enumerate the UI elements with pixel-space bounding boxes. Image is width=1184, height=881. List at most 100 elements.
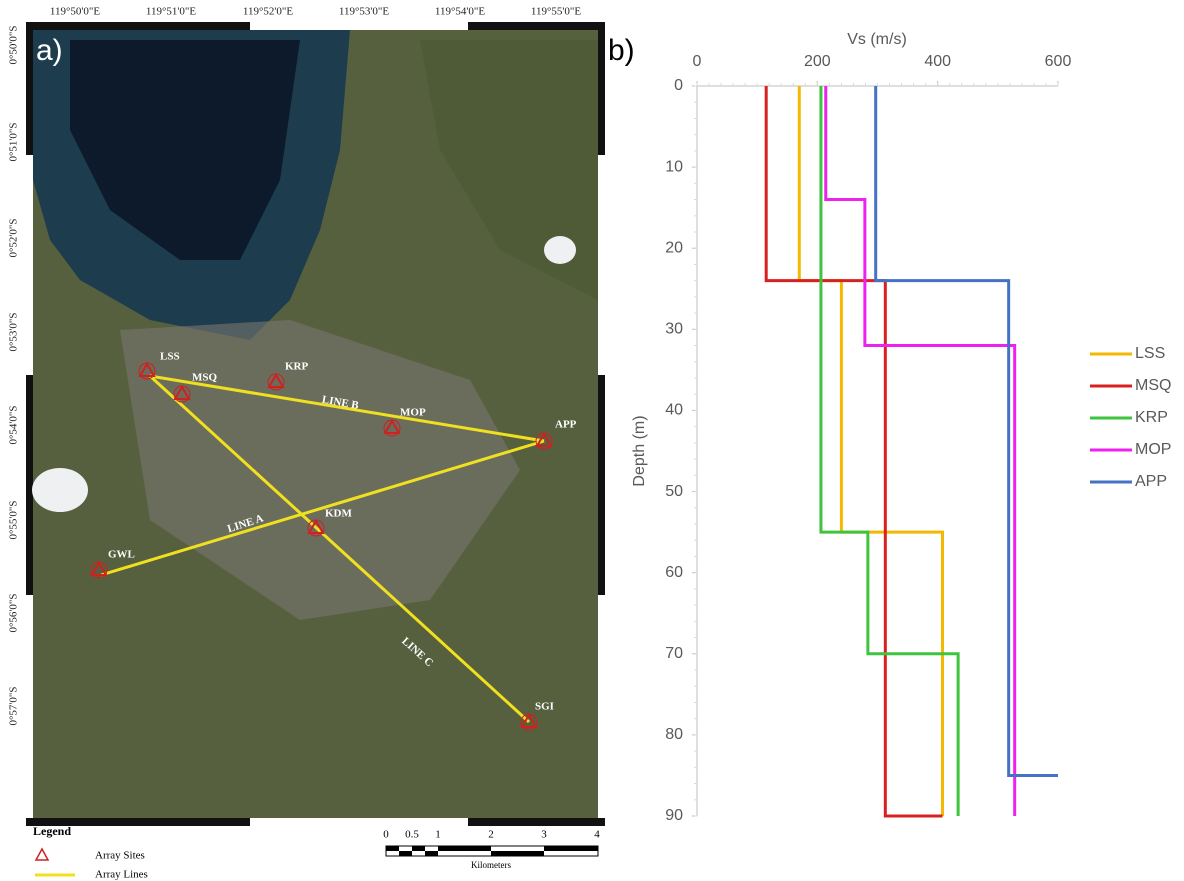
cloud xyxy=(544,236,576,264)
scale-unit: Kilometers xyxy=(471,860,511,870)
panel-label: b) xyxy=(608,34,635,67)
x-tick-label: 400 xyxy=(924,53,951,70)
legend-label: KRP xyxy=(1135,409,1168,426)
lat-label: 0°55'0"S xyxy=(8,501,20,540)
site-marker-ring xyxy=(90,561,108,579)
lat-label: 0°57'0"S xyxy=(8,687,20,726)
y-tick-label: 10 xyxy=(665,158,683,175)
scale-label: 2 xyxy=(488,829,494,841)
site-marker xyxy=(535,432,553,447)
profile-line xyxy=(824,86,1017,816)
scale-segment xyxy=(386,846,399,851)
legend-title: Legend xyxy=(33,824,71,838)
y-tick-label: 40 xyxy=(665,402,683,419)
lon-label: 119°54'0"E xyxy=(435,6,485,18)
lon-label: 119°53'0"E xyxy=(339,6,389,18)
scale-label: 1 xyxy=(435,829,441,841)
x-tick-label: 0 xyxy=(693,53,702,70)
x-axis-title: Vs (m/s) xyxy=(847,31,907,48)
site-label: LSS xyxy=(160,351,180,363)
panel-label: a) xyxy=(36,34,63,67)
urban-area xyxy=(120,320,520,620)
scale-segment xyxy=(412,846,425,851)
lat-label: 0°51'0"S xyxy=(8,123,20,162)
site-label: KDM xyxy=(325,508,353,520)
y-tick-label: 90 xyxy=(665,807,683,824)
site-marker xyxy=(138,362,156,377)
y-tick-label: 0 xyxy=(674,77,683,94)
site-marker xyxy=(173,385,191,400)
y-tick-label: 20 xyxy=(665,239,683,256)
site-marker xyxy=(90,561,108,576)
y-tick-label: 60 xyxy=(665,564,683,581)
site-label: SGI xyxy=(535,701,554,713)
legend-label: APP xyxy=(1135,473,1167,490)
array-lines xyxy=(100,374,545,724)
scale-segment xyxy=(438,846,491,851)
site-label: GWL xyxy=(108,549,135,561)
y-tick-label: 70 xyxy=(665,645,683,662)
site-marker xyxy=(307,519,325,534)
site-marker xyxy=(383,419,401,434)
scale-label: 0.5 xyxy=(405,829,419,841)
site-label: MSQ xyxy=(192,372,218,384)
lat-label: 0°56'0"S xyxy=(8,594,20,633)
scale-segment xyxy=(399,851,412,856)
profile-line xyxy=(819,86,960,816)
y-tick-label: 80 xyxy=(665,726,683,743)
lat-label: 0°52'0"S xyxy=(8,219,20,258)
legend-item: Array Sites xyxy=(95,850,145,862)
scale-label: 4 xyxy=(594,829,600,841)
legend-label: MOP xyxy=(1135,441,1171,458)
map: LINE A LINE B LINE C a) Legend Array Sit… xyxy=(26,22,605,881)
y-tick-label: 50 xyxy=(665,483,683,500)
array-line xyxy=(100,439,545,577)
y-tick-label: 30 xyxy=(665,321,683,338)
profile-line xyxy=(874,86,1058,777)
lon-label: 119°55'0"E xyxy=(531,6,581,18)
lat-label: 0°54'0"S xyxy=(8,406,20,445)
deep-water xyxy=(70,40,300,260)
hills xyxy=(420,40,598,300)
legend-label: MSQ xyxy=(1135,377,1171,394)
legend-site-icon xyxy=(34,847,50,861)
site-marker xyxy=(267,373,285,388)
y-axis-title: Depth (m) xyxy=(631,415,648,486)
scale-segment xyxy=(544,846,598,851)
frame-segment xyxy=(598,595,605,818)
x-tick-label: 200 xyxy=(804,53,831,70)
site-marker-ring xyxy=(520,713,538,731)
x-tick-label: 600 xyxy=(1045,53,1072,70)
lon-label: 119°50'0"E xyxy=(50,6,100,18)
array-line xyxy=(148,374,531,724)
site-marker xyxy=(520,713,538,728)
site-marker-ring xyxy=(267,373,285,391)
frame-segment xyxy=(250,818,468,826)
lon-label: 119°51'0"E xyxy=(146,6,196,18)
site-marker-ring xyxy=(307,519,325,537)
legend-item: Array Lines xyxy=(95,869,148,881)
site-label: MOP xyxy=(400,407,426,419)
frame-segment xyxy=(250,22,468,30)
site-marker-ring xyxy=(383,419,401,437)
legend-label: LSS xyxy=(1135,345,1165,362)
lat-label: 0°53'0"S xyxy=(8,313,20,352)
frame-segment xyxy=(26,155,33,375)
site-label: APP xyxy=(555,419,577,431)
cloud xyxy=(32,468,88,512)
site-marker-ring xyxy=(138,362,156,380)
scale-label: 3 xyxy=(541,829,547,841)
profile-line xyxy=(764,86,943,818)
scale-segment xyxy=(425,851,438,856)
scale-segment xyxy=(491,851,544,856)
site-label: KRP xyxy=(285,361,309,373)
profile-line xyxy=(797,86,944,816)
lat-label: 0°50'0"S xyxy=(8,26,20,65)
lon-label: 119°52'0"E xyxy=(243,6,293,18)
array-line xyxy=(149,374,545,443)
frame-segment xyxy=(26,595,33,818)
site-marker-ring xyxy=(173,385,191,403)
scale-label: 0 xyxy=(383,829,389,841)
frame-segment xyxy=(598,155,605,375)
